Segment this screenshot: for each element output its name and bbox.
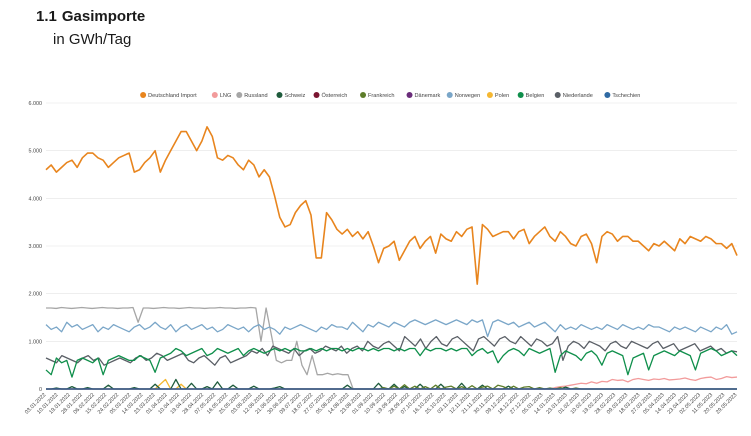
series-lines xyxy=(45,126,738,390)
legend-swatch[interactable] xyxy=(486,92,493,98)
y-tick-label: 2.000 xyxy=(29,292,43,298)
legend-swatch[interactable] xyxy=(211,92,218,98)
legend-label[interactable]: Russland xyxy=(244,93,267,99)
series-line-3 xyxy=(46,306,737,390)
legend-label[interactable]: Tschechien xyxy=(612,93,640,99)
grid-lines xyxy=(46,102,737,390)
legend-swatch[interactable] xyxy=(276,92,283,98)
series-line-11 xyxy=(45,335,738,366)
legend-swatch[interactable] xyxy=(604,92,611,98)
page-title: 1.1 Gasimporte xyxy=(36,8,145,25)
legend: Deutschland Import LNG Russland Schweiz Öste… xyxy=(140,92,640,99)
series-line-10 xyxy=(45,347,738,378)
legend-swatch[interactable] xyxy=(140,92,147,98)
legend-label[interactable]: Schweiz xyxy=(284,93,305,99)
section-number: 1.1 xyxy=(36,8,57,25)
y-axis-ticks: 6.000 5.000 4.000 3.000 2.000 1.000 0 xyxy=(29,101,43,393)
legend-label[interactable]: Österreich xyxy=(322,92,348,99)
y-tick-label: 1.000 xyxy=(29,339,43,345)
legend-label[interactable]: Deutschland Import xyxy=(148,93,197,99)
legend-label[interactable]: Norwegen xyxy=(455,93,481,99)
legend-swatch[interactable] xyxy=(360,92,367,98)
legend-swatch[interactable] xyxy=(517,92,524,98)
series-line-8 xyxy=(45,319,738,338)
legend-label[interactable]: Dänemark xyxy=(415,93,441,99)
series-line-1 xyxy=(45,126,738,285)
legend-swatch[interactable] xyxy=(406,92,413,98)
legend-label[interactable]: LNG xyxy=(220,93,232,99)
legend-swatch[interactable] xyxy=(313,92,320,98)
legend-label[interactable]: Polen xyxy=(495,93,509,99)
y-tick-label: 4.000 xyxy=(29,196,43,202)
x-axis-ticks: 03.01.202210.01.202219.01.202228.01.2022… xyxy=(24,392,738,415)
y-tick-label: 6.000 xyxy=(29,101,43,107)
y-tick-label: 0 xyxy=(39,387,42,393)
legend-label[interactable]: Frankreich xyxy=(368,93,394,99)
unit-subtitle: in GWh/Tag xyxy=(53,31,132,48)
legend-swatch[interactable] xyxy=(236,92,243,98)
y-tick-label: 3.000 xyxy=(29,244,43,250)
y-tick-label: 5.000 xyxy=(29,149,43,155)
legend-swatch[interactable] xyxy=(554,92,561,98)
legend-swatch[interactable] xyxy=(446,92,453,98)
title-text: Gasimporte xyxy=(61,8,146,25)
legend-label[interactable]: Belgien xyxy=(526,93,545,99)
legend-label[interactable]: Niederlande xyxy=(563,93,593,99)
